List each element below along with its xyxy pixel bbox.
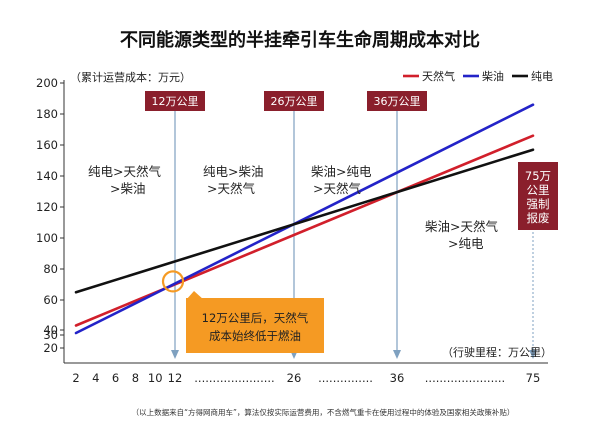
x-tick-label: 26 [287,371,302,385]
region-label-4-line-1: 柴油>天然气 [425,219,498,234]
x-tick-label: 2 [72,371,79,385]
region-label-1-line-2: >柴油 [110,181,145,196]
scrap-label: 75万 公里 强制 报废 [518,162,558,230]
scrap-marker-arrow [529,350,537,359]
x-tick-label: 75 [526,371,541,385]
series-line [74,148,535,294]
y-tick-label: 200 [36,76,58,90]
y-tick-label: 40 [43,323,58,337]
region-label-4: 柴油>天然气 >纯电 [425,219,498,251]
callout-box [186,298,324,353]
y-tick-label: 180 [36,107,58,121]
marker-label: 12万公里 [152,95,199,108]
x-axis-label: （行驶里程：万公里） [442,345,552,359]
crossing-highlight-circle [161,270,185,293]
x-tick-label: 4 [92,371,99,385]
region-label-3-line-1: 柴油>纯电 [311,164,372,179]
callout-line-2: 成本始终低于燃油 [209,329,301,343]
x-axis-dotted-segment: ...................... [425,371,505,385]
region-label-2-line-2: >天然气 [207,181,255,196]
y-tick-label: 60 [43,293,58,307]
footnote: （以上数据来自“方得网商用车”，算法仅按实际运营费用，不含燃气重卡在使用过程中的… [132,407,515,417]
x-tick-label: 10 [148,371,163,385]
y-tick-label: 20 [43,341,58,355]
x-tick-label: 12 [168,371,183,385]
y-tick-label: 120 [36,200,58,214]
marker-label: 26万公里 [271,95,318,108]
marker-label: 36万公里 [374,95,421,108]
region-label-1-line-1: 纯电>天然气 [88,164,161,179]
callout: 12万公里后，天然气 成本始终低于燃油 [186,291,324,353]
x-axis-dotted-segment: ...................... [194,371,274,385]
legend: 天然气 柴油 纯电 [403,69,553,83]
chart-title: 不同能源类型的半挂牵引车生命周期成本对比 [120,29,480,51]
series-layer [74,103,535,335]
region-label-4-line-2: >纯电 [448,236,484,251]
region-label-3-line-2: >天然气 [313,181,361,196]
region-label-3: 柴油>纯电 >天然气 [311,164,372,196]
scrap-label-line-4: 报废 [527,211,550,225]
y-tick-label: 160 [36,138,58,152]
scrap-label-line-2: 公里 [527,183,550,197]
marker-arrow [171,350,179,359]
scrap-label-line-3: 强制 [527,197,550,211]
x-axis-dotted-segment: ............... [318,371,373,385]
series-line [74,103,535,335]
y-tick-label: 80 [43,262,58,276]
legend-label: 柴油 [482,69,504,83]
y-tick-label: 30 [43,328,58,342]
callout-line-1: 12万公里后，天然气 [202,311,309,325]
region-label-2: 纯电>柴油 >天然气 [203,164,263,196]
marker-layer: 12万公里 26万公里 36万公里 [145,91,427,293]
y-axis-label: （累计运营成本：万元） [70,70,191,84]
region-label-2-line-1: 纯电>柴油 [203,164,263,179]
y-tick-label: 140 [36,169,58,183]
marker-label-box [367,91,427,111]
marker-label-box [264,91,324,111]
x-tick-label: 6 [112,371,119,385]
callout-pointer [186,291,204,300]
region-label-1: 纯电>天然气 >柴油 [88,164,161,196]
scrap-label-box [518,162,558,230]
x-tick-label: 8 [132,371,139,385]
marker-label-box [145,91,205,111]
legend-label: 天然气 [422,69,455,83]
scrap-label-line-1: 75万 [525,169,551,183]
legend-label: 纯电 [531,70,553,83]
y-tick-label: 100 [36,231,58,245]
x-tick-label: 36 [390,371,405,385]
marker-arrow [393,350,401,359]
